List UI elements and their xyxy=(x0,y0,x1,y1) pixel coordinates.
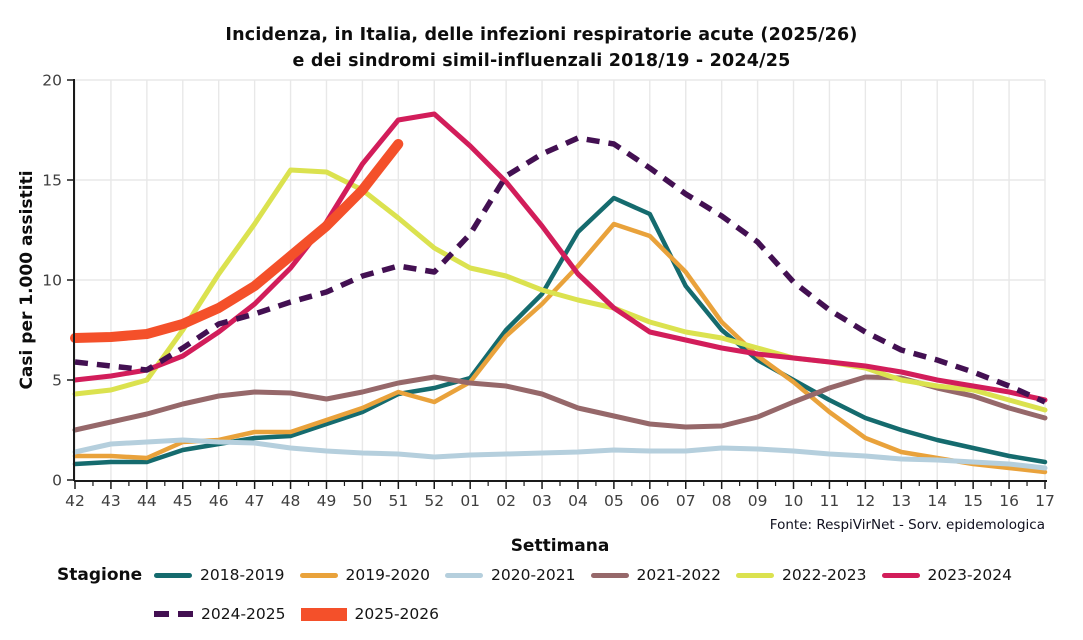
chart-title: Incidenza, in Italia, delle infezioni re… xyxy=(0,22,1083,74)
legend-item-2021-2022: 2021-2022 xyxy=(590,565,722,585)
legend-label: 2018-2019 xyxy=(200,566,285,584)
legend-item-2019-2020: 2019-2020 xyxy=(299,565,431,585)
x-tick-label: 01 xyxy=(460,492,480,510)
legend-item-2024-2025: 2024-2025 xyxy=(154,604,286,624)
x-tick-label: 45 xyxy=(173,492,193,510)
x-tick-label: 49 xyxy=(317,492,337,510)
y-tick-label: 15 xyxy=(42,172,62,190)
legend-swatch-icon xyxy=(300,607,347,621)
y-axis-title: Casi per 1.000 assistiti xyxy=(17,170,37,390)
x-tick-label: 09 xyxy=(748,492,768,510)
series-line-2021-2022 xyxy=(72,374,1048,433)
legend-swatch-icon xyxy=(736,572,774,578)
series-line-2022-2023 xyxy=(72,167,1048,413)
chart-title-line2: e dei sindromi simil-influenzali 2018/19… xyxy=(292,51,791,71)
chart-title-line1: Incidenza, in Italia, delle infezioni re… xyxy=(225,25,858,45)
series-line-2023-2024 xyxy=(72,111,1048,403)
legend-item-2022-2023: 2022-2023 xyxy=(736,565,867,585)
x-tick-label: 03 xyxy=(532,492,552,510)
x-tick-label: 48 xyxy=(281,492,301,510)
chart-canvas: 42 43 44 45 46 47 48 49 50 51 52 01 02 03 04 05 06 07 08 09… xyxy=(42,72,1055,511)
legend-swatch-icon xyxy=(445,572,483,578)
y-tick-label: 10 xyxy=(42,272,62,290)
x-tick-label: 05 xyxy=(604,492,624,510)
y-tick-label: 0 xyxy=(52,472,62,490)
x-tick-label: 10 xyxy=(784,492,804,510)
legend-swatch-icon xyxy=(881,572,920,578)
source-note: Fonte: RespiVirNet - Sorv. epidemologica xyxy=(769,517,1045,533)
legend-label: 2023-2024 xyxy=(927,566,1013,584)
legend-swatch-icon xyxy=(154,572,192,578)
x-tick-label: 52 xyxy=(424,492,444,510)
x-tick-label: 50 xyxy=(353,492,373,510)
y-tick-label: 5 xyxy=(52,372,62,390)
x-tick-label: 06 xyxy=(640,492,660,510)
x-tick-label: 13 xyxy=(891,492,911,510)
x-tick-label: 08 xyxy=(712,492,732,510)
x-tick-label: 04 xyxy=(568,492,588,510)
series-line-2020-2021 xyxy=(72,437,1048,471)
x-tick-label: 11 xyxy=(820,492,840,510)
legend-title: Stagione xyxy=(57,565,143,585)
axes: 42 43 44 45 46 47 48 49 50 51 52 01 02 03 04 05 06 07 08 09… xyxy=(42,72,1055,511)
legend-item-2023-2024: 2023-2024 xyxy=(881,565,1013,585)
series-line-2019-2020 xyxy=(72,221,1048,475)
legend-row: 2018-2019 2019-2020 2020-2021 2021-2022 2022… xyxy=(154,565,1012,585)
legend: Stagione 2018-2019 2019-2020 2020-2021 2021… xyxy=(57,565,1012,624)
x-tick-label: 02 xyxy=(496,492,516,510)
x-tick-label: 17 xyxy=(1035,492,1055,510)
x-tick-label: 43 xyxy=(101,492,121,510)
legend-rows: 2018-2019 2019-2020 2020-2021 2021-2022 2022… xyxy=(154,565,1012,624)
x-tick-label: 42 xyxy=(65,492,85,510)
x-tick-label: 12 xyxy=(856,492,876,510)
x-tick-label: 46 xyxy=(209,492,229,510)
legend-label: 2022-2023 xyxy=(782,566,867,584)
x-tick-label: 44 xyxy=(137,492,157,510)
legend-swatch-icon xyxy=(299,572,338,578)
x-tick-label: 07 xyxy=(676,492,696,510)
x-tick-label: 14 xyxy=(927,492,947,510)
legend-swatch-icon xyxy=(154,611,193,617)
legend-item-2025-2026: 2025-2026 xyxy=(300,604,440,624)
x-tick-label: 47 xyxy=(245,492,265,510)
legend-label: 2025-2026 xyxy=(354,605,440,623)
series-line-2025-2026 xyxy=(70,139,404,343)
legend-label: 2019-2020 xyxy=(345,566,431,584)
legend-label: 2024-2025 xyxy=(201,605,286,623)
legend-label: 2021-2022 xyxy=(636,566,722,584)
legend-item-2020-2021: 2020-2021 xyxy=(445,565,576,585)
legend-row: 2024-2025 2025-2026 xyxy=(154,604,1012,624)
legend-swatch-icon xyxy=(590,572,629,578)
y-tick-label: 20 xyxy=(42,72,62,90)
legend-label: 2020-2021 xyxy=(491,566,576,584)
x-tick-label: 15 xyxy=(963,492,983,510)
x-tick-label: 16 xyxy=(999,492,1019,510)
series-line-2024-2025 xyxy=(74,135,1047,405)
legend-item-2018-2019: 2018-2019 xyxy=(154,565,285,585)
x-axis-title: Settimana xyxy=(510,536,610,556)
x-tick-label: 51 xyxy=(388,492,408,510)
gridlines xyxy=(74,79,1046,480)
